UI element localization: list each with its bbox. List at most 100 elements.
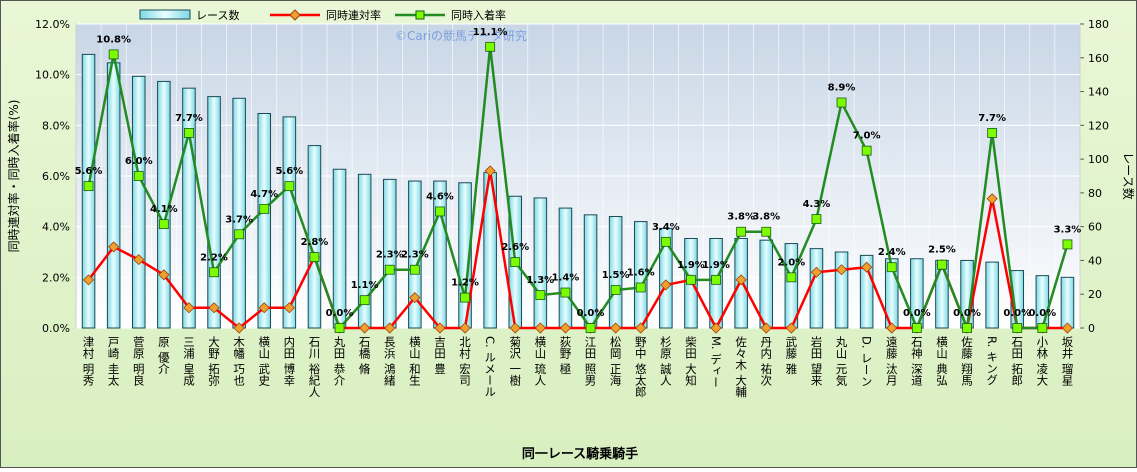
bar <box>1035 275 1050 329</box>
data-label: 2.4% <box>878 247 906 258</box>
marker <box>1062 239 1073 250</box>
data-label: 2.3% <box>401 250 429 261</box>
x-tick-label: 菅原 明良 <box>132 336 146 386</box>
marker <box>208 302 220 314</box>
marker <box>83 181 94 192</box>
x-tick-label: 柴田 大知 <box>684 335 698 386</box>
data-label: 10.8% <box>96 34 131 45</box>
data-label: 11.1% <box>473 27 508 38</box>
marker <box>937 259 947 270</box>
y2-tick-label: 180 <box>1088 18 1109 31</box>
x-tick-label: M. ディー <box>709 336 723 388</box>
x-tick-label: 横山 武史 <box>257 335 271 386</box>
data-label: 2.3% <box>376 250 404 261</box>
data-label: 8.9% <box>828 83 856 94</box>
data-label: 4.3% <box>803 199 831 210</box>
data-label: 2.8% <box>301 237 329 248</box>
x-tick-label: 石神 深道 <box>910 336 924 386</box>
marker <box>660 236 671 247</box>
x-tick-label: 岩田 望来 <box>809 335 823 386</box>
marker <box>384 322 396 334</box>
data-label: 7.7% <box>175 113 203 124</box>
marker <box>610 322 622 334</box>
y2-tick-label: 20 <box>1088 288 1102 301</box>
bar <box>332 168 347 329</box>
x-tick-label: 石橋 脩 <box>358 336 372 375</box>
watermark: ©Cariの競馬データ研究 <box>395 28 527 43</box>
marker <box>184 128 194 138</box>
x-tick-label: 丹内 祐次 <box>759 336 773 386</box>
marker <box>384 264 395 275</box>
marker <box>810 266 823 278</box>
marker <box>510 257 521 268</box>
bar <box>433 180 447 329</box>
line <box>87 170 1068 333</box>
y-tick-label: 2.0% <box>42 271 70 284</box>
x-tick-label: C. ルメール <box>483 336 497 397</box>
data-label: 0.0% <box>903 308 931 319</box>
marker <box>133 254 145 266</box>
data-label: 0.0% <box>953 308 981 319</box>
legend-label: 同時連対率 <box>326 8 381 22</box>
marker <box>459 322 471 334</box>
marker <box>233 322 245 334</box>
data-label: 2.2% <box>200 252 228 263</box>
data-label: 4.6% <box>426 191 454 202</box>
bar <box>533 197 548 329</box>
y-tick-label: 10.0% <box>35 69 70 82</box>
x-tick-label: 江田 照男 <box>584 336 598 386</box>
marker <box>158 269 170 281</box>
marker <box>911 323 922 333</box>
data-label: 5.6% <box>75 166 103 177</box>
data-label: 1.6% <box>627 267 655 278</box>
line <box>87 46 1069 332</box>
marker <box>736 226 747 237</box>
marker <box>760 322 772 334</box>
data-label: 1.2% <box>451 278 479 289</box>
marker <box>183 302 195 314</box>
marker <box>811 214 822 224</box>
data-label: 1.9% <box>702 260 730 271</box>
marker <box>761 226 772 237</box>
marker <box>133 171 144 181</box>
marker <box>962 323 972 333</box>
legend-marker <box>289 9 301 21</box>
y-tick-label: 6.0% <box>42 170 70 183</box>
marker <box>258 302 270 314</box>
data-label: 6.0% <box>125 156 153 167</box>
x-tick-label: D. レーン <box>860 336 874 387</box>
x-tick-label: 長浜 鴻緒 <box>383 336 397 386</box>
data-label: 1.4% <box>552 273 580 284</box>
legend-label: 同時入着率 <box>451 8 506 22</box>
marker <box>835 264 848 276</box>
marker <box>158 219 169 230</box>
x-tick-label: 北村 宏司 <box>458 336 472 386</box>
y2-tick-label: 80 <box>1088 187 1102 200</box>
marker <box>460 292 470 303</box>
y2-tick-label: 60 <box>1088 221 1102 234</box>
marker <box>1012 323 1023 333</box>
x-tick-label: 荻野 極 <box>558 336 572 374</box>
data-label: 0.0% <box>577 308 605 319</box>
marker <box>309 252 320 262</box>
marker <box>785 322 797 334</box>
marker <box>686 274 696 285</box>
bar <box>257 113 272 329</box>
marker <box>283 302 295 314</box>
x-tick-label: 吉田 豊 <box>433 336 447 374</box>
marker <box>836 97 847 108</box>
x-tick-label: 石川 裕紀人 <box>307 336 321 397</box>
x-tick-label: 小林 凌大 <box>1035 336 1049 386</box>
x-tick-label: R. キング <box>985 336 999 385</box>
y2-tick-label: 120 <box>1088 119 1109 132</box>
data-label: 1.9% <box>677 260 705 271</box>
data-label: 1.1% <box>351 280 379 291</box>
x-tick-label: 大野 拓弥 <box>207 335 221 386</box>
x-tick-label: 横山 和生 <box>408 335 422 386</box>
x-tick-label: 津村 明秀 <box>82 336 96 386</box>
data-label: 0.0% <box>326 308 354 319</box>
data-label: 0.0% <box>1003 308 1031 319</box>
bar <box>81 53 96 329</box>
marker <box>534 322 546 334</box>
